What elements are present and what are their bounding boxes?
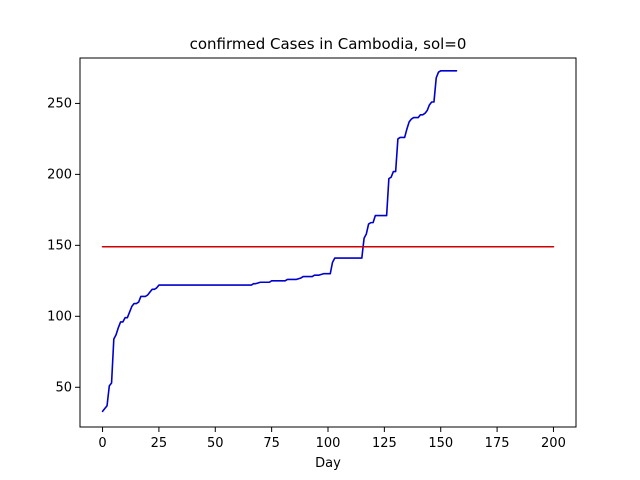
x-axis: 0 25 50 75 100 125 150 175 200 bbox=[98, 427, 566, 451]
y-tick-label-1: 100 bbox=[47, 309, 72, 324]
x-tick-label-4: 100 bbox=[316, 436, 341, 451]
y-axis: 50 100 150 200 250 bbox=[47, 96, 80, 395]
series-line-0 bbox=[101, 69, 458, 413]
x-tick-label-3: 75 bbox=[263, 436, 280, 451]
y-tick-label-0: 50 bbox=[55, 380, 72, 395]
x-tick-label-0: 0 bbox=[98, 436, 106, 451]
x-tick-label-8: 200 bbox=[541, 436, 566, 451]
x-tick-label-7: 175 bbox=[485, 436, 510, 451]
series-layer bbox=[101, 69, 555, 413]
x-tick-label-1: 25 bbox=[151, 436, 168, 451]
x-tick-label-2: 50 bbox=[207, 436, 224, 451]
x-axis-title: Day bbox=[315, 456, 341, 471]
y-tick-label-4: 250 bbox=[47, 96, 72, 111]
x-tick-label-5: 125 bbox=[372, 436, 397, 451]
y-tick-label-3: 200 bbox=[47, 167, 72, 182]
y-tick-label-2: 150 bbox=[47, 238, 72, 253]
x-tick-label-6: 150 bbox=[428, 436, 453, 451]
chart-title: confirmed Cases in Cambodia, sol=0 bbox=[190, 35, 467, 53]
